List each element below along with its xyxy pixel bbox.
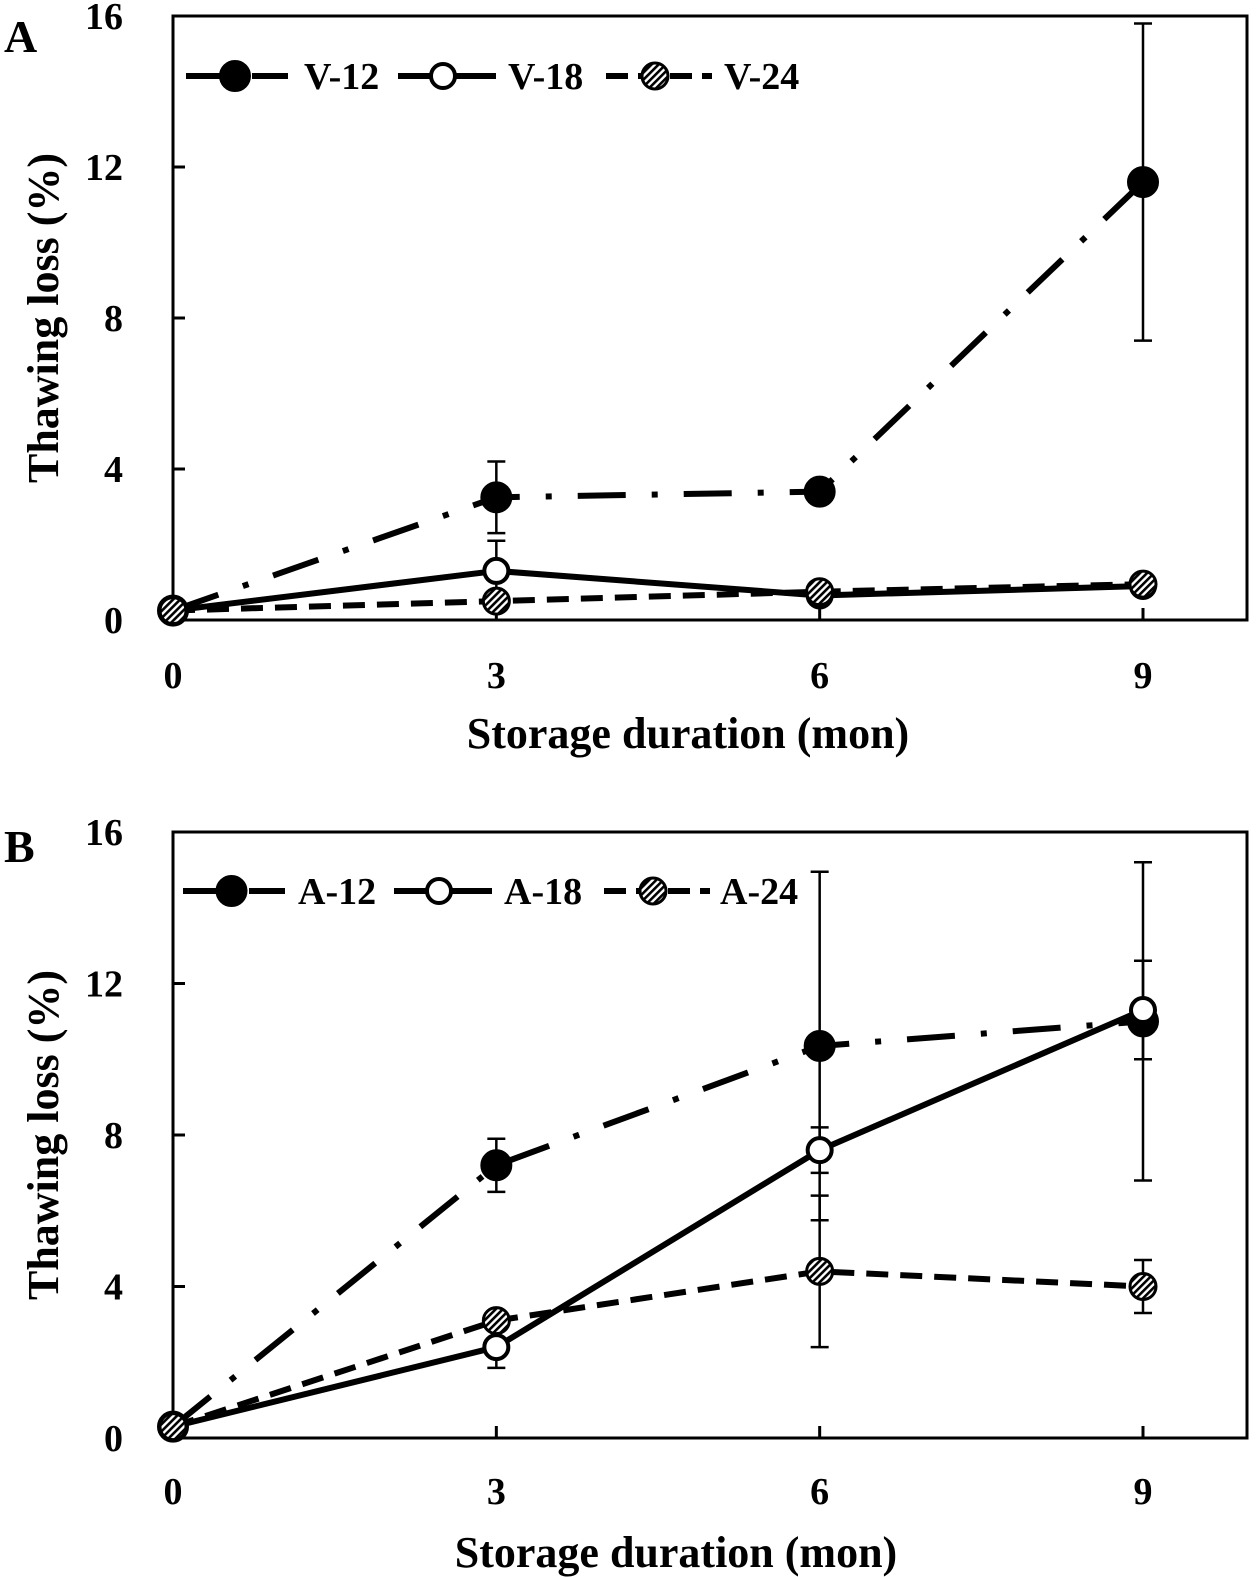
panel-b-y-tick-label: 12 — [85, 964, 123, 1006]
panel-b-legend-a-12: A-12 — [183, 871, 376, 913]
panel-a-series-v-12-point — [480, 481, 513, 514]
panel-b-x-tick-label: 9 — [1134, 1471, 1153, 1513]
panel-b-y-tick-label: 0 — [104, 1418, 123, 1460]
panel-a-legend-v-24: V-24 — [606, 56, 799, 98]
panel-a-label: A — [4, 11, 37, 62]
panel-b-x-tick-label: 6 — [810, 1471, 829, 1513]
panel-b-series-a-12-line — [171, 1018, 1144, 1429]
panel-b-series-a-24-point — [805, 1256, 835, 1286]
panel-a-y-tick-label: 0 — [104, 600, 123, 642]
panel-b-label: B — [4, 821, 35, 872]
panel-a: A 0 4 8 12 16 0 3 6 9 V-12 V-18 V-24 Storage dura… — [4, 0, 1249, 758]
panel-b-legend-a-24-label: A-24 — [720, 871, 798, 913]
panel-b-legend-a-24: A-24 — [604, 871, 798, 913]
panel-b-legend-a-18: A-18 — [394, 871, 582, 913]
panel-b-legend-a-12-marker — [215, 875, 248, 907]
panel-b-series-a-12 — [157, 861, 1159, 1443]
panel-a-legend-v-18: V-18 — [398, 56, 583, 98]
panel-b-series-a-18-point — [805, 1136, 834, 1165]
panel-a-series-v-18 — [159, 539, 1157, 625]
panel-b-legend-a-18-marker — [425, 877, 453, 905]
panel-b-series — [157, 861, 1159, 1443]
panel-b: B 0 4 8 12 16 0 3 6 9 A-12 A-18 A-24 Storage dura… — [4, 812, 1249, 1577]
panel-b-x-ticks: 0 3 6 9 — [164, 1426, 1153, 1513]
panel-b-legend-a-12-label: A-12 — [298, 871, 376, 913]
panel-a-y-tick-label: 16 — [85, 0, 123, 38]
panel-a-legend-v-12: V-12 — [186, 56, 379, 98]
panel-a-series-v-24-line — [172, 581, 1144, 614]
panel-b-x-tick-label: 0 — [164, 1471, 183, 1513]
panel-a-legend: V-12 V-18 V-24 — [186, 56, 799, 98]
panel-a-series-v-24 — [158, 569, 1158, 626]
panel-a-x-tick-label: 6 — [810, 655, 829, 697]
panel-b-series-a-24 — [158, 1194, 1158, 1442]
panel-b-legend: A-12 A-18 A-24 — [183, 871, 798, 913]
panel-b-series-a-12-point — [803, 1029, 836, 1062]
panel-b-series-a-18-point — [482, 1333, 511, 1362]
panel-b-y-tick-label: 16 — [85, 812, 123, 854]
panel-b-plot-frame — [171, 830, 1249, 1440]
panel-a-plot-frame — [171, 14, 1249, 622]
panel-a-legend-v-24-marker — [640, 61, 670, 91]
panel-a-series-v-12-line — [172, 179, 1146, 614]
panel-a-series-v-12 — [157, 22, 1159, 627]
panel-a-y-tick-label: 8 — [104, 298, 123, 340]
panel-a-y-ticks: 0 4 8 12 16 — [85, 0, 185, 642]
panel-a-series — [157, 22, 1159, 627]
panel-b-y-axis-label: Thawing loss (%) — [19, 970, 68, 1300]
panel-b-y-tick-label: 8 — [104, 1115, 123, 1157]
panel-a-series-v-12-point — [803, 475, 836, 508]
panel-b-series-a-24-point — [1128, 1272, 1158, 1301]
panel-a-legend-v-12-label: V-12 — [304, 56, 379, 98]
panel-a-legend-v-18-label: V-18 — [508, 56, 583, 98]
panel-b-series-a-24-line — [172, 1268, 1144, 1430]
panel-b-series-a-12-point — [480, 1149, 513, 1182]
panel-a-y-tick-label: 12 — [85, 147, 123, 189]
panel-a-legend-v-24-label: V-24 — [724, 56, 799, 98]
panel-b-legend-a-24-marker — [638, 876, 668, 906]
panel-a-series-v-12-point — [1127, 166, 1159, 199]
panel-a-series-v-18-point — [482, 556, 511, 585]
panel-b-series-a-18 — [159, 959, 1157, 1441]
panel-a-series-v-24-point — [805, 577, 835, 607]
panel-b-series-a-24-point — [481, 1306, 511, 1336]
panel-a-series-v-24-point — [1128, 569, 1158, 599]
panel-a-series-v-18-line — [172, 567, 1144, 614]
panel-a-y-axis-label: Thawing loss (%) — [19, 153, 68, 483]
panel-a-x-tick-label: 9 — [1134, 655, 1153, 697]
panel-a-series-v-24-point — [158, 596, 188, 626]
panel-a-legend-v-12-marker — [219, 60, 251, 92]
panel-a-y-tick-label: 4 — [104, 449, 123, 491]
panel-b-series-a-18-point — [1129, 996, 1157, 1025]
panel-b-x-tick-label: 3 — [487, 1471, 506, 1513]
panel-b-series-a-18-line — [172, 1007, 1145, 1430]
panel-b-series-a-24-point — [158, 1412, 188, 1442]
panel-b-legend-a-18-label: A-18 — [504, 871, 582, 913]
panel-a-series-v-24-point — [481, 586, 511, 616]
panel-b-y-ticks: 0 4 8 12 16 — [85, 812, 185, 1460]
panel-a-x-axis-label: Storage duration (mon) — [467, 709, 909, 758]
panel-b-x-axis-label: Storage duration (mon) — [455, 1528, 897, 1577]
panel-a-legend-v-18-marker — [429, 62, 457, 90]
panel-a-x-tick-label: 0 — [164, 655, 183, 697]
panel-b-y-tick-label: 4 — [104, 1267, 123, 1309]
panel-a-x-tick-label: 3 — [487, 655, 506, 697]
